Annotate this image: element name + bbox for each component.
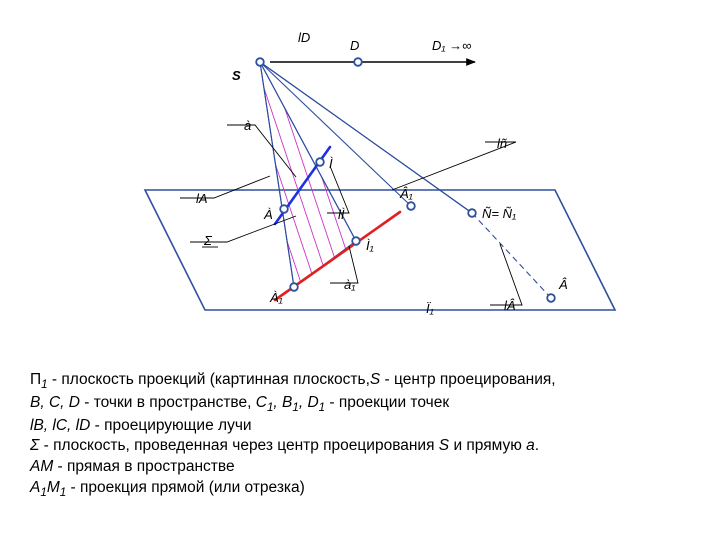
svg-text:S: S (232, 68, 241, 83)
projection-diagram: S D D₁ →∞ lD À À₁ Ì Ì₁ Â₁ Ñ= Ñ₁ Âà lA ΣlÌ à₁ lñ Ï₁ lÂ (0, 0, 720, 370)
svg-text:à: à (244, 118, 251, 133)
svg-text:lA: lA (196, 191, 208, 206)
svg-text:à₁: à₁ (344, 277, 355, 292)
svg-text:Σ: Σ (203, 233, 213, 248)
svg-text:Ì₁: Ì₁ (366, 238, 374, 253)
svg-text:lÂ: lÂ (504, 298, 516, 313)
svg-text:Â₁: Â₁ (399, 186, 413, 201)
caption-text: П1 - плоскость проекций (картинная плоск… (30, 370, 700, 501)
svg-text:Ñ= Ñ₁: Ñ= Ñ₁ (482, 206, 516, 221)
svg-text:À: À (263, 207, 273, 222)
svg-text:lñ: lñ (497, 136, 507, 151)
svg-text:Ì: Ì (329, 156, 333, 171)
svg-text:Â: Â (558, 277, 568, 292)
svg-text:À₁: À₁ (269, 290, 283, 305)
svg-text:lÌ: lÌ (338, 207, 345, 222)
svg-text:D: D (350, 38, 359, 53)
svg-text:lD: lD (298, 30, 310, 45)
svg-text:Ï₁: Ï₁ (426, 301, 434, 316)
svg-text:D₁ →∞: D₁ →∞ (432, 38, 471, 53)
